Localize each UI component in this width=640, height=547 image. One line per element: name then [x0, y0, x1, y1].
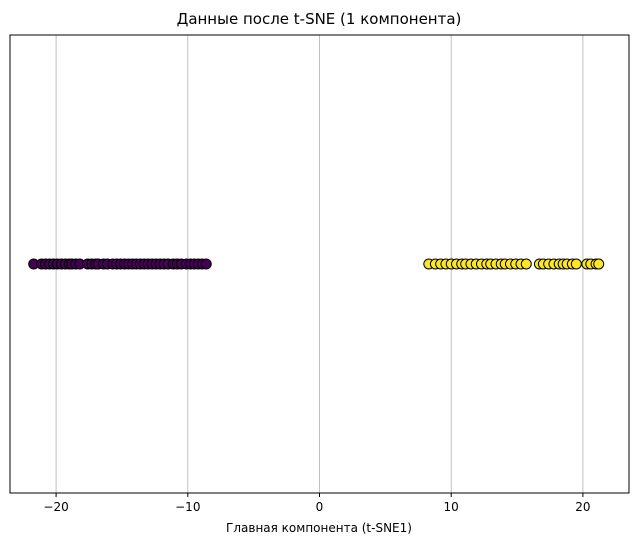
x-tick-label: 20 — [575, 500, 590, 514]
data-point-purple — [200, 258, 212, 270]
axis-layer: −20 −10 0 10 20 — [9, 34, 630, 514]
x-tick-label: 0 — [316, 500, 324, 514]
data-point-yellow — [520, 258, 532, 270]
x-axis-label: Главная компонента (t-SNE1) — [226, 521, 412, 535]
data-point-yellow — [593, 258, 605, 270]
x-tick-label: −20 — [43, 500, 68, 514]
x-tick-label: 10 — [444, 500, 459, 514]
data-point-yellow — [570, 258, 582, 270]
chart-title: Данные после t-SNE (1 компонента) — [177, 10, 462, 28]
x-tick-label: −10 — [175, 500, 200, 514]
points-layer — [28, 258, 605, 270]
